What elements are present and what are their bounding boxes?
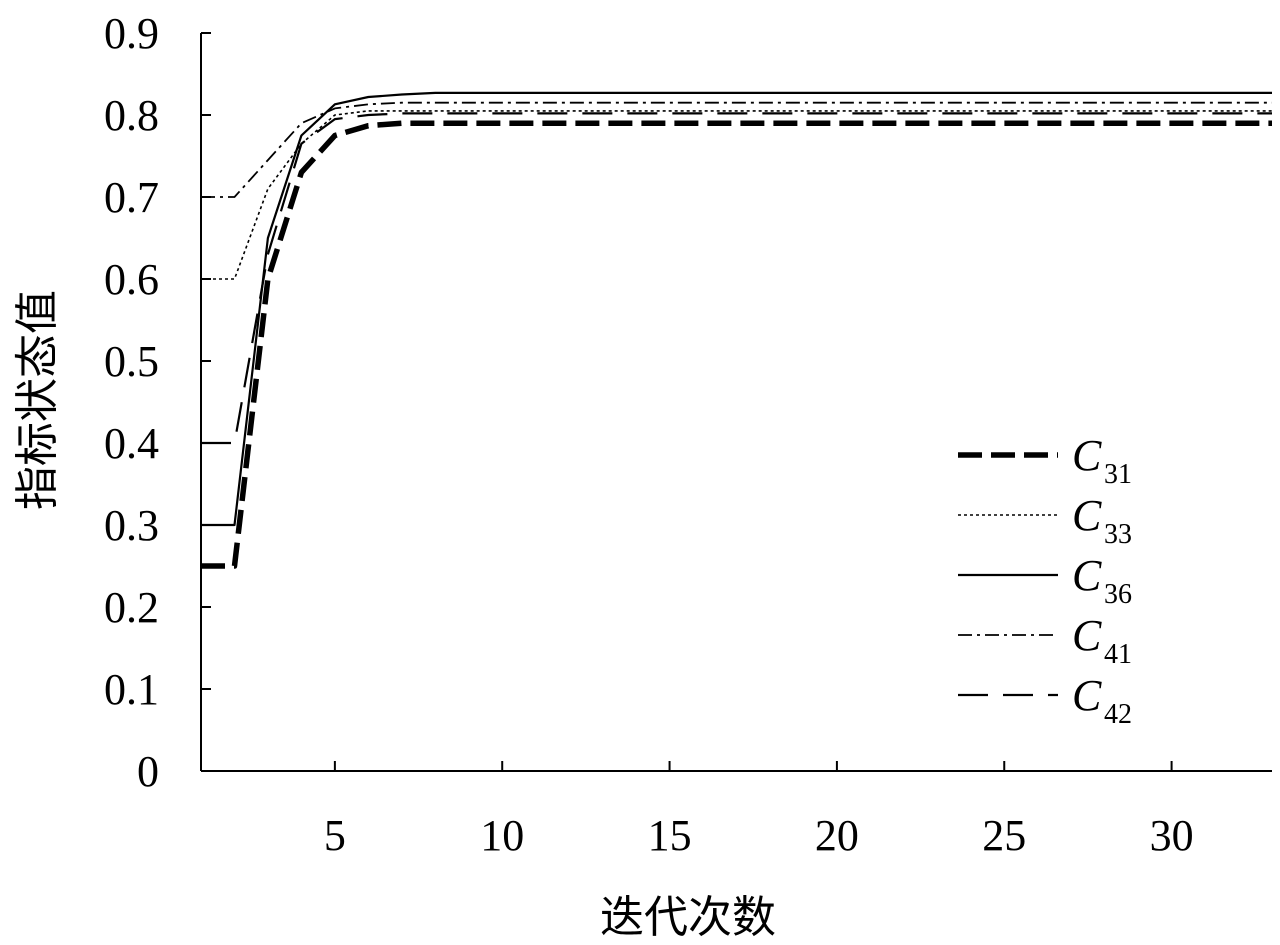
y-tick-label: 0.6	[104, 255, 159, 304]
series-line-c41	[201, 101, 1272, 198]
y-ticks: 0 0.1 0.2 0.3 0.4 0.5 0.6 0.7 0.8 0.9	[104, 9, 211, 796]
series-line-c36	[201, 91, 1272, 527]
y-tick-label: 0.2	[104, 583, 159, 632]
axes	[200, 33, 1272, 772]
legend-label: C	[1072, 551, 1102, 600]
series-line-c33	[201, 110, 1272, 280]
x-tick-label: 10	[480, 811, 524, 860]
y-tick-label: 0.5	[104, 337, 159, 386]
y-tick-label: 0.1	[104, 665, 159, 714]
legend-label-subscript: 36	[1104, 579, 1132, 610]
x-ticks: 5 10 15 20 25 30	[324, 761, 1194, 860]
legend-label: C	[1072, 671, 1102, 720]
x-tick-label: 30	[1150, 811, 1194, 860]
series-line-c42	[201, 112, 1272, 445]
y-tick-label: 0.7	[104, 173, 159, 222]
y-tick-label: 0.3	[104, 501, 159, 550]
legend-label-subscript: 33	[1104, 519, 1132, 550]
y-tick-label: 0.8	[104, 91, 159, 140]
y-tick-label: 0	[137, 747, 159, 796]
y-axis-label: 指标状态值	[13, 290, 62, 510]
x-tick-label: 25	[982, 811, 1026, 860]
legend-label: C	[1072, 611, 1102, 660]
series-line-c31	[201, 120, 1272, 569]
legend-label-subscript: 41	[1104, 639, 1132, 670]
y-tick-label: 0.4	[104, 419, 159, 468]
x-tick-label: 15	[648, 811, 692, 860]
x-tick-label: 20	[815, 811, 859, 860]
legend-label-subscript: 31	[1104, 459, 1132, 490]
plot-lines	[201, 91, 1272, 569]
x-axis-label: 迭代次数	[600, 893, 776, 942]
legend-label: C	[1072, 431, 1102, 480]
y-tick-label: 0.9	[104, 9, 159, 58]
x-tick-label: 5	[324, 811, 346, 860]
legend: C 31C 33C 36C 41C 42	[958, 431, 1132, 730]
legend-label-subscript: 42	[1104, 699, 1132, 730]
legend-label: C	[1072, 491, 1102, 540]
